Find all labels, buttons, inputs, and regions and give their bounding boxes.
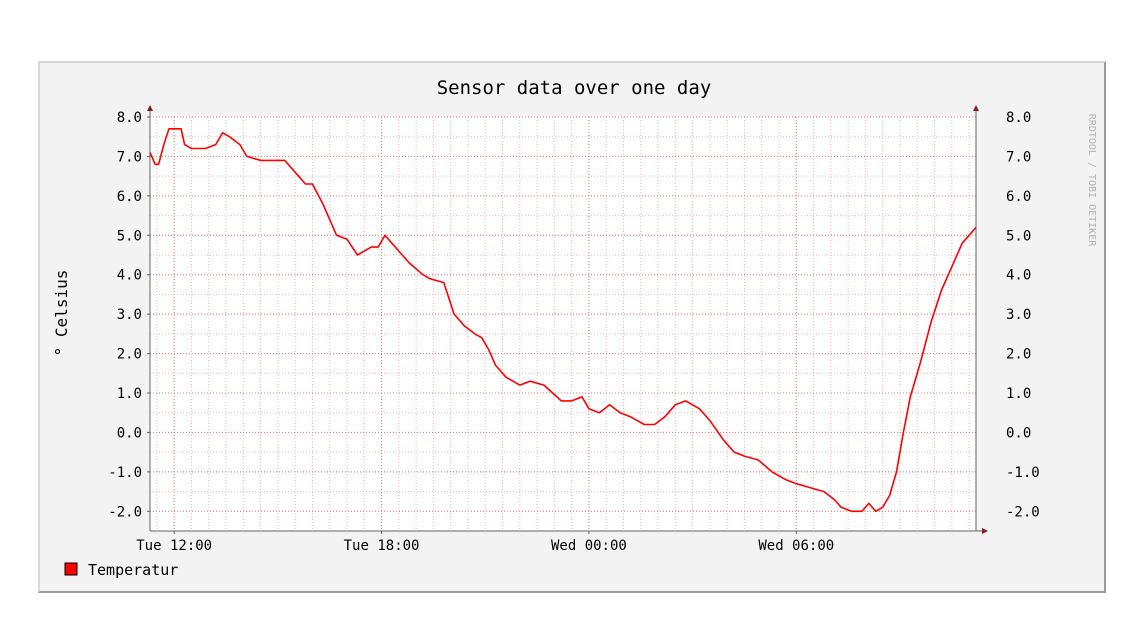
rrd-graph-panel: -2.0 -1.0 0.0 1.0 2.0 3.0 4.0 5.0 6.0 7.0 8.0 -2.0… — [38, 61, 1106, 593]
rrdtool-watermark: RRDTOOL / TOBI OETIKER — [1086, 114, 1097, 247]
y-tick-label-left: 1.0 — [117, 386, 142, 402]
y-tick-label-right: 0.0 — [1006, 425, 1031, 441]
y-axis-label: ° Celsius — [52, 270, 71, 357]
x-tick-labels: Tue 12:00 Tue 18:00 Wed 00:00 Wed 06:00 — [136, 538, 834, 554]
y-tick-label-right: 3.0 — [1006, 307, 1031, 323]
y-tick-label-left: 3.0 — [117, 307, 142, 323]
y-tick-labels-left: -2.0 -1.0 0.0 1.0 2.0 3.0 4.0 5.0 6.0 7.0 8.0 — [108, 110, 142, 520]
y-tick-label-right: -1.0 — [1006, 465, 1040, 481]
y-tick-label-right: 5.0 — [1006, 228, 1031, 244]
y-tick-label-right: 8.0 — [1006, 110, 1031, 126]
y-tick-label-right: 6.0 — [1006, 189, 1031, 205]
y-tick-label-left: -1.0 — [108, 465, 142, 481]
major-grid — [150, 116, 976, 531]
temperature-line-chart: -2.0 -1.0 0.0 1.0 2.0 3.0 4.0 5.0 6.0 7.0 8.0 -2.0… — [52, 77, 1097, 579]
series-line-temperatur — [149, 128, 977, 513]
plot-background — [150, 117, 976, 531]
y-tick-label-left: 4.0 — [117, 268, 142, 284]
y-tick-label-right: 4.0 — [1006, 268, 1031, 284]
y-axis-arrow-left — [147, 105, 153, 111]
series-group — [149, 128, 977, 513]
chart-title: Sensor data over one day — [437, 77, 712, 99]
y-tick-label-left: 0.0 — [117, 425, 142, 441]
y-tick-label-left: 6.0 — [117, 189, 142, 205]
y-tick-label-right: -2.0 — [1006, 504, 1040, 520]
y-tick-label-left: 7.0 — [117, 149, 142, 165]
x-tick-label: Wed 00:00 — [551, 538, 627, 554]
y-tick-label-right: 2.0 — [1006, 347, 1031, 363]
y-tick-label-right: 1.0 — [1006, 386, 1031, 402]
x-axis-arrow — [982, 528, 988, 534]
y-tick-labels-right: -2.0 -1.0 0.0 1.0 2.0 3.0 4.0 5.0 6.0 7.0 8.0 — [1006, 110, 1040, 520]
x-tick-label: Tue 18:00 — [344, 538, 420, 554]
y-tick-label-left: -2.0 — [108, 504, 142, 520]
y-axis-arrow-right — [973, 105, 979, 111]
y-tick-label-left: 8.0 — [117, 110, 142, 126]
x-tick-label: Tue 12:00 — [136, 538, 212, 554]
y-tick-label-left: 5.0 — [117, 228, 142, 244]
x-tick-label: Wed 06:00 — [758, 538, 834, 554]
y-tick-label-left: 2.0 — [117, 347, 142, 363]
legend-swatch-temperatur — [64, 562, 78, 576]
chart-axes — [147, 105, 988, 534]
legend-label-temperatur: Temperatur — [88, 561, 178, 579]
y-tick-label-right: 7.0 — [1006, 149, 1031, 165]
